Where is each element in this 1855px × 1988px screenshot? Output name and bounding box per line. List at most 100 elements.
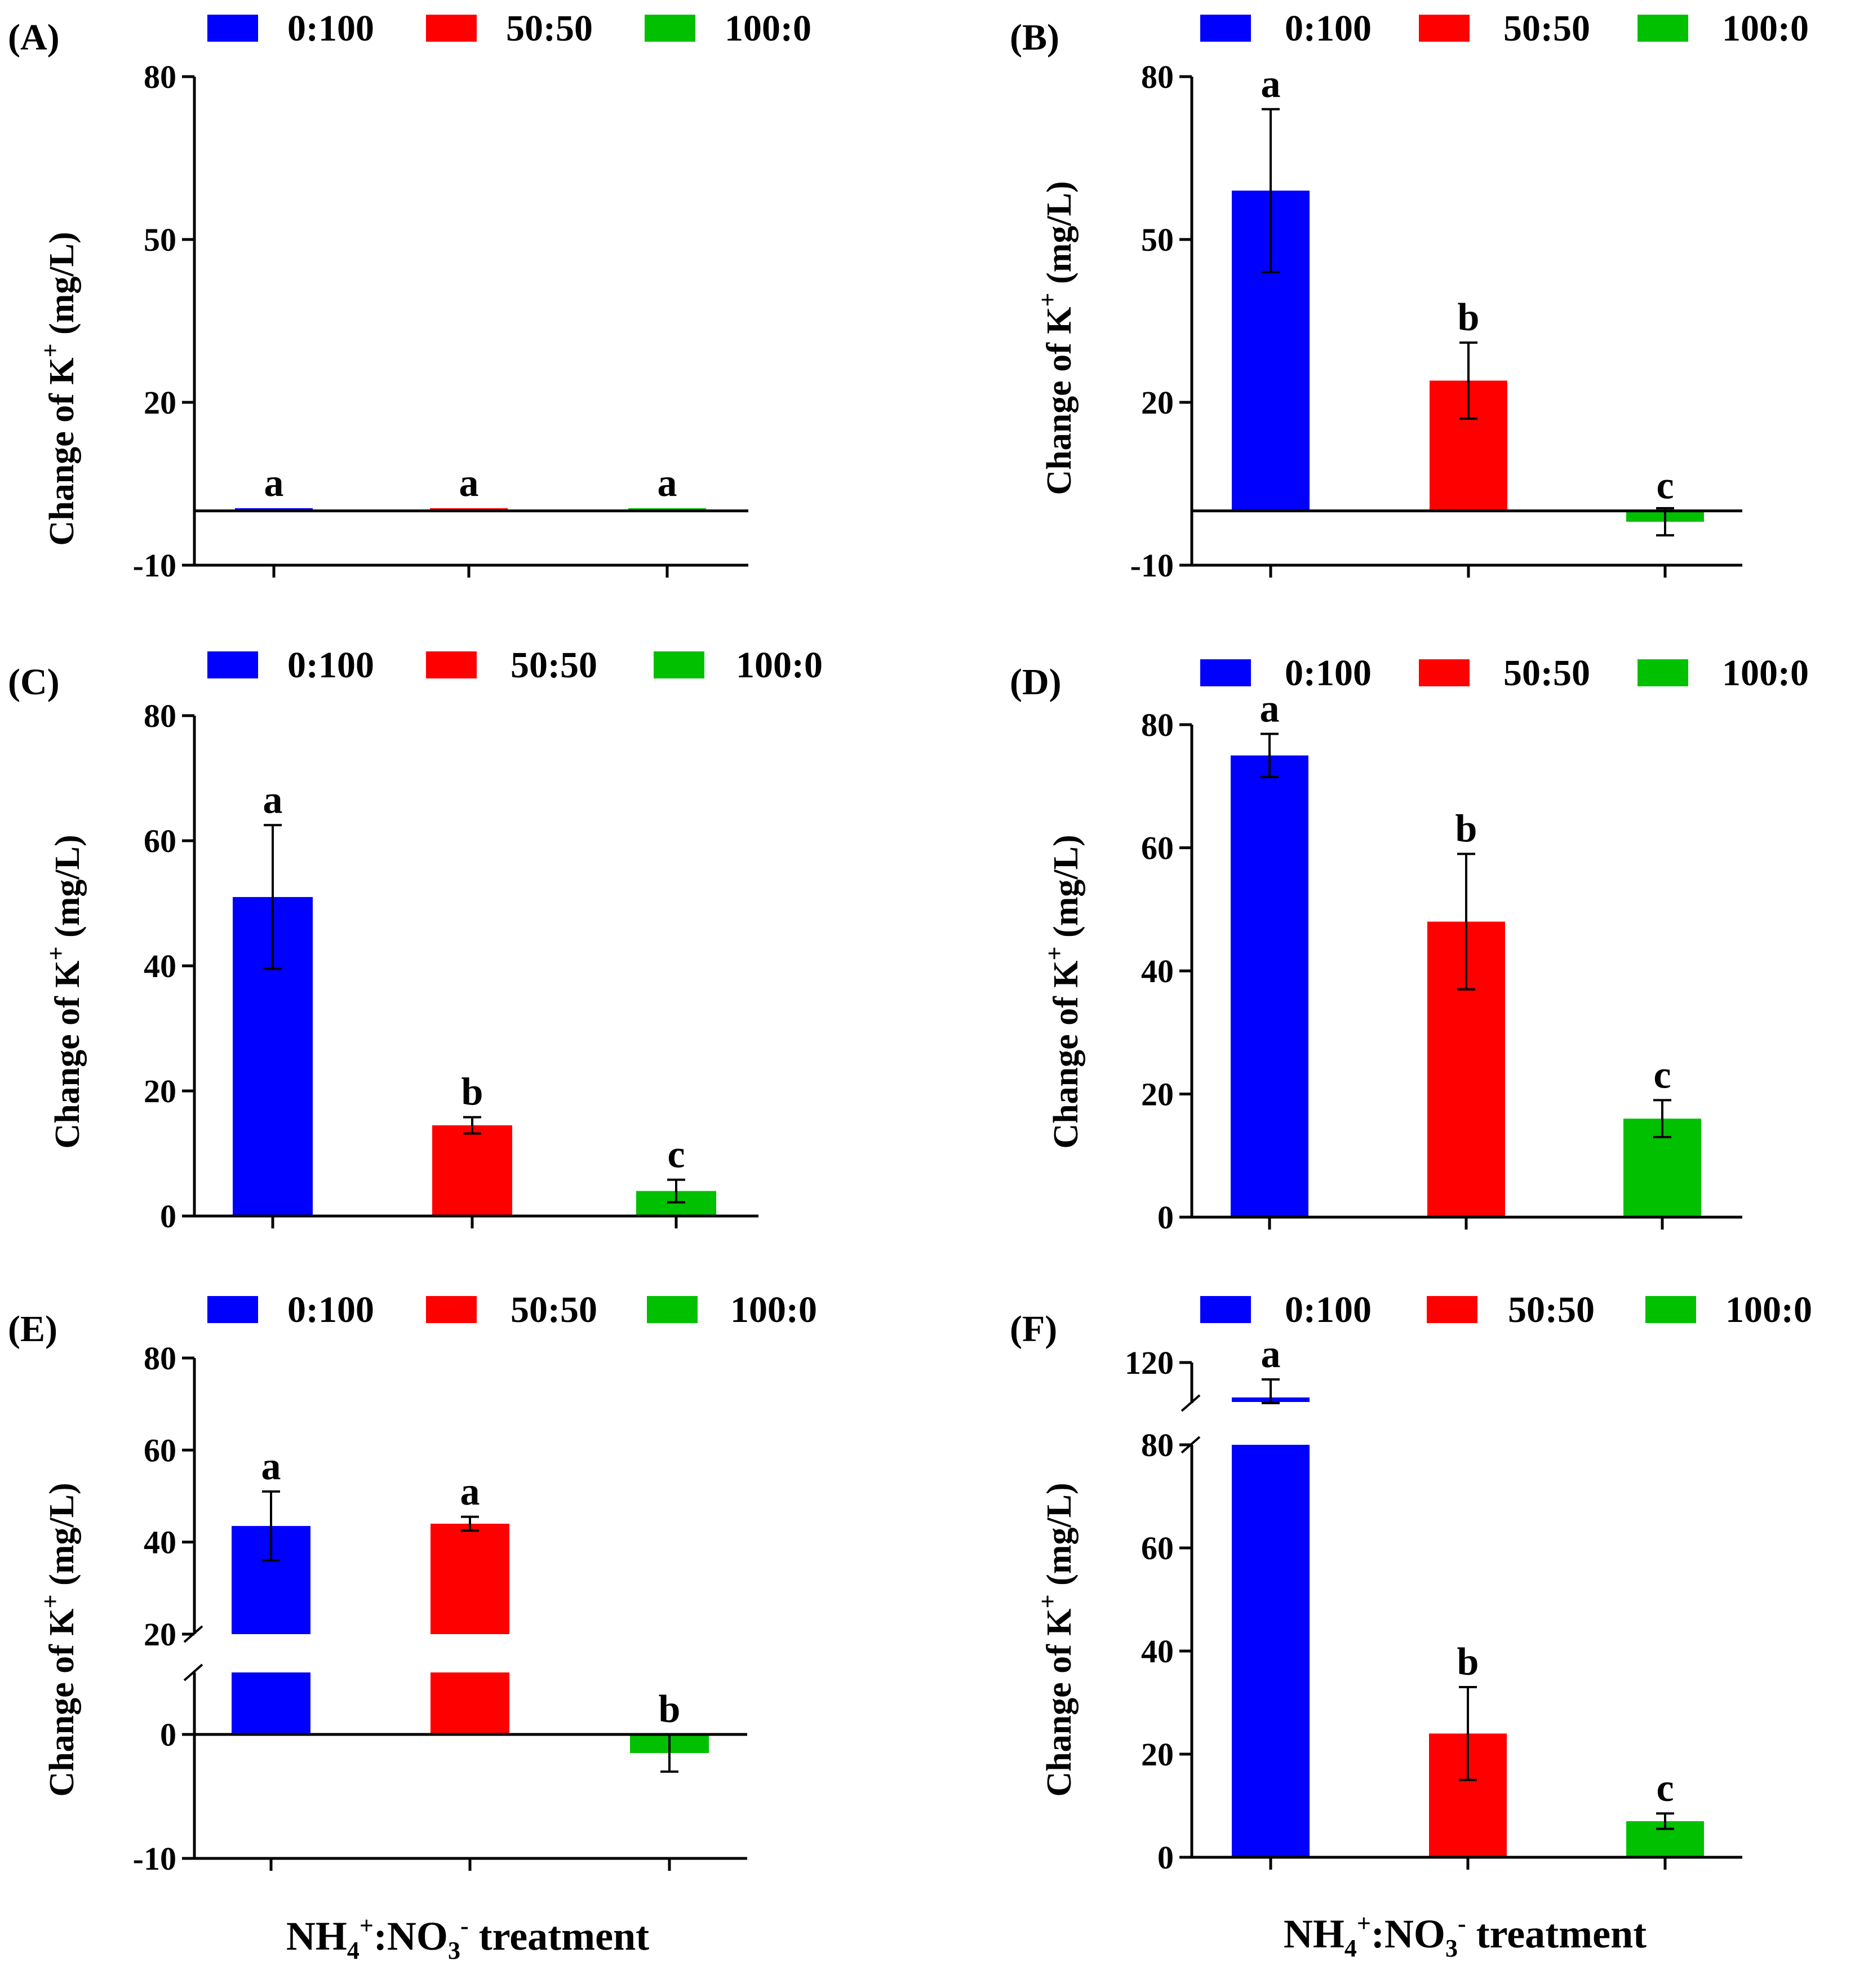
significance-letter: a [261,1445,281,1488]
plot-area: a a b -10 0 20 40 60 80 [133,1340,747,1877]
plot-area: a b c 0 20 40 60 80 [1141,687,1742,1236]
panel-label: (C) [8,662,60,703]
legend: 0:100 50:50 100:0 [1200,1289,1812,1330]
panel-label: (D) [1010,662,1062,703]
y-tick-label: 60 [144,823,176,859]
y-tick-label: 20 [144,1073,176,1110]
legend-swatch-100-0 [1637,15,1688,42]
legend: 0:100 50:50 100:0 [207,1289,817,1330]
bar [1231,755,1308,1217]
y-tick-label: 40 [1141,1633,1174,1670]
y-tick-label: 0 [160,1198,176,1235]
axis-break-mark [183,1663,203,1681]
legend-label-100-0: 100:0 [1722,653,1809,694]
significance-letter: a [460,1470,480,1514]
y-tick-label: 60 [144,1432,176,1468]
y-tick-label: 0 [1157,1199,1174,1236]
legend-swatch-50-50 [1419,15,1470,42]
y-tick-label: 20 [1141,1736,1174,1773]
legend-label-50-50: 50:50 [1508,1289,1595,1330]
y-tick-label: -10 [1130,547,1174,584]
significance-letter: b [659,1688,681,1731]
y-tick-label: -10 [133,1840,176,1877]
legend-swatch-50-50 [426,651,477,678]
y-tick-label: 20 [1141,384,1174,421]
plot-area: a b c -10 20 50 80 [1130,59,1742,584]
legend-label-50-50: 50:50 [511,645,597,686]
panel-c: (C) 0:100 50:50 100:0 Change of K+ (mg/L… [8,645,823,1235]
significance-letter: a [459,462,479,505]
plot-area: a a a -10 20 50 80 [133,59,748,584]
plot-area: a b c 0 20 40 60 80 [144,698,758,1235]
legend-label-0-100: 0:100 [1285,653,1372,694]
significance-letter: c [1656,1767,1674,1810]
legend-swatch-0-100 [207,15,258,42]
y-tick-label: 60 [1141,830,1174,867]
y-axis-label: Change of K+ (mg/L) [37,1483,81,1796]
legend-label-0-100: 0:100 [287,8,374,49]
y-tick-label: -10 [133,547,176,584]
panel-f: (F) 0:100 50:50 100:0 Change of K+ (mg/L… [1010,1289,1812,1962]
y-tick-label: 60 [1141,1530,1174,1567]
panel-a: (A) 0:100 50:50 100:0 Change of K+ (mg/L… [8,8,811,584]
y-tick-label: 80 [1141,59,1174,95]
legend-label-50-50: 50:50 [1503,8,1590,49]
legend-swatch-0-100 [1200,1296,1251,1323]
legend-swatch-100-0 [1645,1296,1696,1323]
bar-lower [1232,1445,1310,1857]
y-tick-label: 20 [144,384,176,421]
y-tick-label: 40 [144,1524,176,1561]
significance-letter: a [1260,687,1280,730]
y-axis-label: Change of K+ (mg/L) [42,835,87,1148]
y-axis-label: Change of K+ (mg/L) [37,232,81,545]
panel-e: (E) 0:100 50:50 100:0 Change of K+ (mg/L… [8,1289,817,1964]
legend-label-50-50: 50:50 [506,8,593,49]
legend-swatch-0-100 [207,1296,258,1323]
legend: 0:100 50:50 100:0 [207,645,823,686]
y-tick-label: 40 [144,948,176,984]
panel-label: (E) [8,1308,57,1350]
significance-letter: a [1261,63,1281,106]
plot-area: a b c 0 20 40 60 80 120 [1125,1333,1742,1876]
y-axis-label: Change of K+ (mg/L) [1034,1483,1079,1796]
legend-label-0-100: 0:100 [287,645,374,686]
significance-letter: a [1261,1333,1281,1376]
legend-swatch-100-0 [645,15,695,42]
significance-letter: a [263,778,283,822]
bar [432,1125,512,1216]
y-tick-label: 50 [144,221,176,258]
axis-break-mark [1181,1394,1201,1412]
legend-swatch-50-50 [1427,1296,1477,1323]
significance-letter: b [1458,296,1480,339]
legend-swatch-50-50 [426,15,477,42]
y-tick-label: 50 [1141,221,1174,258]
y-axis-label: Change of K+ (mg/L) [1034,181,1079,495]
legend: 0:100 50:50 100:0 [1200,653,1809,694]
y-tick-label: 80 [144,1340,176,1377]
significance-letter: a [264,462,284,505]
significance-letter: b [461,1071,483,1114]
y-tick-label: 20 [144,1616,176,1653]
legend-swatch-100-0 [647,1296,698,1323]
legend-label-50-50: 50:50 [1503,653,1590,694]
legend-label-100-0: 100:0 [736,645,823,686]
panel-label: (A) [8,17,60,58]
legend-label-100-0: 100:0 [1722,8,1809,49]
panel-label: (F) [1010,1308,1057,1350]
legend-swatch-0-100 [1200,659,1251,686]
legend-label-100-0: 100:0 [725,8,811,49]
legend-label-0-100: 0:100 [1285,1289,1372,1330]
x-axis-label: NH4+:NO3- treatment [1284,1910,1647,1962]
panel-d: (D) 0:100 50:50 100:0 Change of K+ (mg/L… [1010,653,1809,1236]
panel-b: (B) 0:100 50:50 100:0 Change of K+ (mg/L… [1010,8,1809,584]
y-tick-label: 120 [1125,1344,1174,1381]
y-tick-label: 0 [1157,1839,1174,1876]
legend-label-0-100: 0:100 [287,1289,374,1330]
significance-letter: c [667,1133,685,1177]
legend-swatch-50-50 [426,1296,477,1323]
legend-label-50-50: 50:50 [511,1289,597,1330]
legend-swatch-0-100 [207,651,258,678]
significance-letter: a [658,462,677,505]
legend-swatch-50-50 [1419,659,1470,686]
legend-label-100-0: 100:0 [1725,1289,1812,1330]
